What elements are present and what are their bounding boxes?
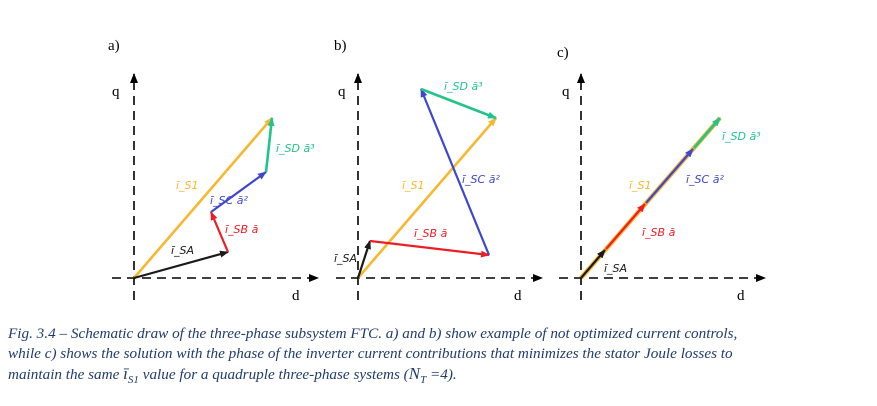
caption-line-2: while c) shows the solution with the pha… bbox=[8, 345, 733, 362]
panel-label: b) bbox=[334, 38, 347, 54]
is1-subscript: S1 bbox=[127, 374, 139, 387]
panel-a: a) q d ī_S1 ī_SA ī_SB ā ī_SC ā² ī_SD ā³ bbox=[108, 38, 319, 304]
caption-text: maintain the same bbox=[8, 366, 124, 383]
isc-vector bbox=[645, 148, 694, 204]
is1-label: ī_S1 bbox=[176, 179, 199, 192]
panel-b: b) q d ī_S1 ī_SA ī_SB ā ī_SC ā² ī_SD ā³ bbox=[334, 38, 543, 304]
caption-text: value for a quadruple three-phase system… bbox=[138, 366, 409, 383]
isa-label: ī_SA bbox=[334, 252, 357, 265]
isb-label: ī_SB ā bbox=[414, 227, 448, 240]
q-axis-label: q bbox=[338, 84, 346, 100]
isa-vector bbox=[580, 249, 606, 279]
isb-label: ī_SB ā bbox=[642, 226, 676, 239]
d-axis-label: d bbox=[737, 288, 745, 304]
is1-label: ī_S1 bbox=[402, 179, 425, 192]
isb-vector bbox=[209, 211, 230, 253]
isa-vector bbox=[133, 250, 229, 280]
isd-label: ī_SD ā³ bbox=[276, 142, 315, 155]
isa-label: ī_SA bbox=[171, 244, 194, 257]
isc-label: ī_SC ā² bbox=[210, 194, 248, 207]
caption-text: =4). bbox=[426, 366, 457, 383]
isc-label: ī_SC ā² bbox=[462, 173, 500, 186]
panel-c: c) q d ī_S1 ī_SA ī_SB ā ī_SC ā² ī_SD ā³ bbox=[557, 45, 766, 304]
nt-subscript: T bbox=[420, 374, 427, 387]
panel-label: a) bbox=[108, 38, 120, 54]
isb-vector bbox=[369, 239, 490, 258]
is1-vector bbox=[133, 117, 273, 279]
isc-label: ī_SC ā² bbox=[686, 173, 724, 186]
caption-line-1: Fig. 3.4 – Schematic draw of the three-p… bbox=[8, 325, 738, 342]
nt-symbol: N bbox=[408, 364, 421, 383]
is1-symbol: ī bbox=[123, 364, 128, 383]
d-axis-label: d bbox=[292, 288, 300, 304]
isd-label: ī_SD ā³ bbox=[722, 130, 761, 143]
isd-vector bbox=[420, 87, 497, 120]
isa-vector bbox=[356, 240, 372, 279]
isd-label: ī_SD ā³ bbox=[444, 80, 483, 93]
isd-vector bbox=[264, 117, 275, 173]
q-axis-label: q bbox=[562, 84, 570, 100]
ftc-vector-diagram: a) q d ī_S1 ī_SA ī_SB ā ī_SC ā² ī_SD ā³ … bbox=[108, 38, 766, 304]
isb-vector bbox=[605, 203, 646, 250]
d-axis-label: d bbox=[514, 288, 522, 304]
isd-vector bbox=[693, 117, 721, 149]
q-axis-label: q bbox=[112, 84, 120, 100]
is1-vector bbox=[357, 117, 497, 279]
panel-label: c) bbox=[557, 45, 569, 61]
caption-line-3: maintain the same īS1 value for a quadru… bbox=[8, 364, 870, 390]
isb-label: ī_SB ā bbox=[225, 223, 259, 236]
isa-label: ī_SA bbox=[604, 262, 627, 275]
figure-caption: Fig. 3.4 – Schematic draw of the three-p… bbox=[8, 324, 870, 390]
isc-vector bbox=[419, 88, 491, 256]
isc-vector bbox=[210, 171, 267, 213]
is1-label: ī_S1 bbox=[629, 179, 652, 192]
